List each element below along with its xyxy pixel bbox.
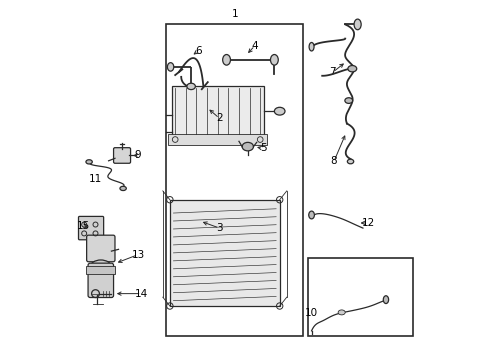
Text: 1: 1	[231, 9, 238, 19]
Ellipse shape	[86, 160, 92, 164]
FancyBboxPatch shape	[78, 216, 104, 240]
Bar	[307, 258, 412, 336]
Text: 14: 14	[135, 288, 148, 298]
Text: 13: 13	[131, 250, 144, 260]
Text: 12: 12	[361, 218, 374, 228]
FancyBboxPatch shape	[87, 235, 115, 262]
FancyBboxPatch shape	[113, 148, 130, 163]
Bar	[169, 200, 279, 306]
Text: 3: 3	[216, 223, 222, 233]
Ellipse shape	[274, 107, 285, 115]
Ellipse shape	[242, 142, 253, 151]
Text: 10: 10	[304, 308, 318, 318]
Text: 5: 5	[259, 144, 266, 154]
Ellipse shape	[222, 55, 230, 65]
Text: 11: 11	[89, 174, 102, 184]
Ellipse shape	[347, 159, 353, 164]
FancyBboxPatch shape	[171, 86, 263, 136]
Ellipse shape	[308, 42, 314, 51]
Text: 2: 2	[216, 113, 222, 123]
Bar	[166, 24, 302, 336]
Ellipse shape	[167, 63, 173, 71]
FancyBboxPatch shape	[88, 263, 113, 297]
Ellipse shape	[347, 65, 356, 72]
Ellipse shape	[270, 55, 278, 65]
Ellipse shape	[120, 186, 126, 191]
Ellipse shape	[353, 19, 361, 30]
Ellipse shape	[337, 310, 345, 315]
Ellipse shape	[90, 260, 111, 274]
Text: 7: 7	[329, 67, 335, 77]
Text: 15: 15	[77, 221, 90, 231]
Bar	[168, 134, 267, 145]
Text: 8: 8	[330, 156, 336, 166]
Ellipse shape	[344, 98, 352, 104]
Ellipse shape	[382, 296, 388, 303]
Ellipse shape	[308, 211, 314, 219]
Ellipse shape	[186, 83, 195, 90]
Text: 4: 4	[251, 41, 257, 51]
FancyBboxPatch shape	[86, 266, 115, 275]
Text: 9: 9	[135, 151, 141, 161]
Text: 6: 6	[195, 46, 201, 56]
